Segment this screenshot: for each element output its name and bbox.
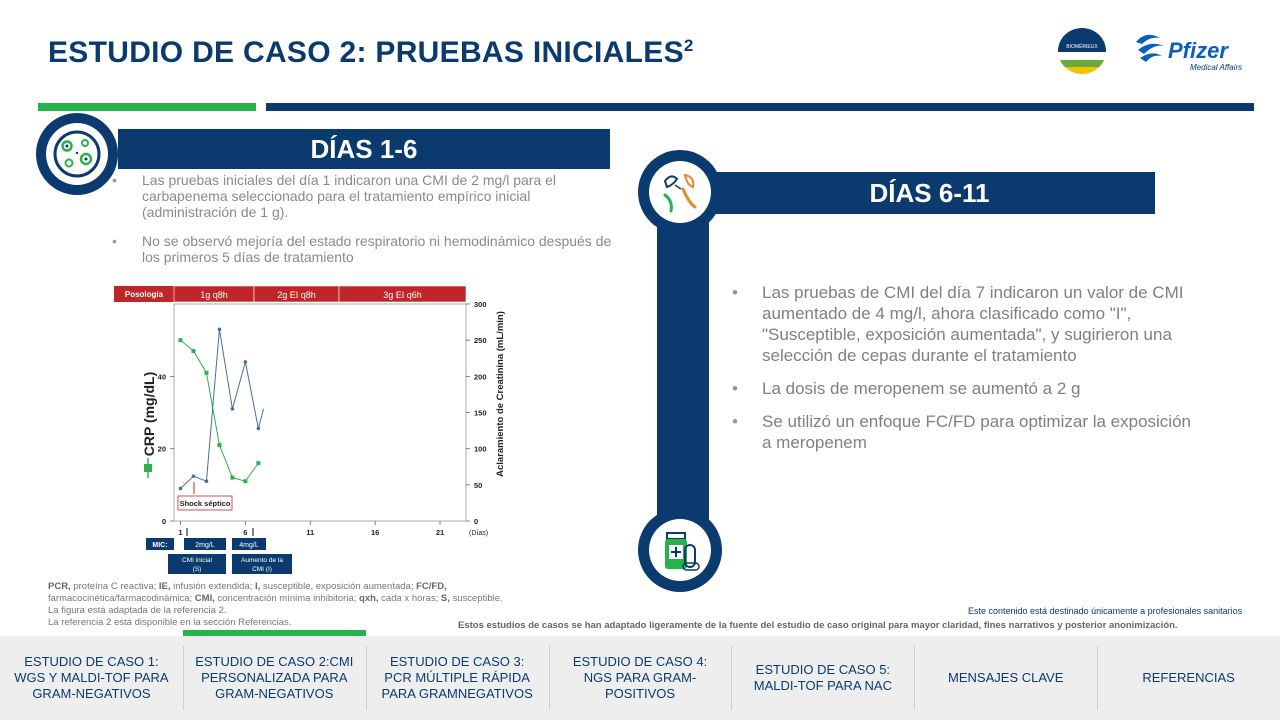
- dosing-segment: [338, 285, 467, 303]
- pfizer-logo: Pfizer Medical Affairs: [1132, 28, 1242, 74]
- x-unit-label: (Días): [469, 530, 488, 537]
- plot-area: [173, 303, 467, 522]
- creatinine-clearance-point: [256, 426, 261, 431]
- nav-case-study-2[interactable]: ESTUDIO DE CASO 2:CMI PERSONALIZADA PARA…: [182, 630, 366, 720]
- mic-value-2: 4mg/L: [239, 542, 259, 549]
- y-left-tick-label: 0: [162, 517, 166, 526]
- crp-point: [178, 338, 183, 343]
- y-right-tick-label: 250: [474, 336, 487, 345]
- posology-label: Posología: [125, 290, 164, 299]
- petri-dish-icon: [46, 123, 108, 185]
- dosing-label: 2g EI q8h: [277, 290, 316, 300]
- bacteria-icon: [649, 161, 711, 223]
- septic-shock-box: [177, 495, 233, 511]
- y-right-tick-label: 200: [474, 372, 487, 381]
- mic-note-1: CMI inicial (S): [182, 557, 213, 573]
- medication-icon-circle: [638, 508, 722, 592]
- mic-value-box-2: [232, 538, 266, 550]
- bullet-item: Las pruebas iniciales del día 1 indicaro…: [112, 172, 612, 220]
- biomerieux-logo: BIOMÉRIEUX: [1058, 28, 1106, 74]
- accent-bar-green: [38, 103, 256, 111]
- posology-label-box: [114, 286, 174, 302]
- svg-text:Medical Affairs: Medical Affairs: [1190, 63, 1242, 72]
- nav-case-study-4[interactable]: ESTUDIO DE CASO 4: NGS PARA GRAM-POSITIV…: [548, 636, 732, 720]
- bullet-item: La dosis de meropenem se aumentó a 2 g: [732, 378, 1202, 399]
- days-1-6-header: DÍAS 1-6: [118, 129, 610, 169]
- creatinine-clearance-line: [180, 329, 265, 489]
- accent-bar-navy: [266, 103, 1254, 111]
- y-right-tick-label: 100: [474, 445, 487, 454]
- y-right-tick-label: 300: [474, 300, 487, 309]
- y-right-tick-label: 50: [474, 481, 482, 490]
- crp-point: [256, 461, 261, 466]
- timeline-connector: [657, 190, 709, 540]
- page-title: ESTUDIO DE CASO 2: PRUEBAS INICIALES2: [48, 36, 694, 69]
- x-tick-label: 6: [243, 528, 247, 537]
- footnotes: PCR, proteína C reactiva; IE, infusión e…: [48, 581, 588, 629]
- nav-references[interactable]: REFERENCIAS: [1097, 636, 1280, 720]
- reference-note: La referencia 2 está disponible en la se…: [48, 617, 292, 628]
- x-tick-label: 11: [306, 528, 314, 537]
- x-tick-label: 21: [436, 528, 444, 537]
- case-adaptation-disclaimer: Estos estudios de casos se han adaptado …: [458, 620, 1178, 631]
- crp-point: [243, 479, 248, 484]
- bullet-item: Se utilizó un enfoque FC/FD para optimiz…: [732, 411, 1202, 453]
- bullet-item: Las pruebas de CMI del día 7 indicaron u…: [732, 282, 1202, 366]
- mic-note-box-1: [168, 554, 226, 574]
- case-study-nav: ESTUDIO DE CASO 1: WGS Y MALDI-TOF PARA …: [0, 630, 1280, 720]
- nav-key-messages[interactable]: MENSAJES CLAVE: [914, 636, 1097, 720]
- mic-note-2: Aumento de la CMI (I): [241, 557, 283, 573]
- nav-case-study-3[interactable]: ESTUDIO DE CASO 3: PCR MÚLTIPLE RÁPIDA P…: [365, 636, 549, 720]
- crp-point: [204, 370, 209, 375]
- y-left-tick-label: 20: [158, 445, 166, 454]
- y-left-label: CRP (mg/dL): [141, 372, 157, 457]
- nav-case-study-5[interactable]: ESTUDIO DE CASO 5: MALDI-TOF PARA NAC: [731, 636, 914, 720]
- septic-shock-label: Shock séptico: [180, 499, 231, 508]
- dosing-label: 1g q8h: [200, 290, 228, 300]
- creatinine-clearance-point: [243, 360, 248, 364]
- crp-clearance-chart: Posología 1g q8h 2g EI q8h 3g EI q6h 0 20 40…: [114, 285, 506, 574]
- abbreviations: PCR, proteína C reactiva; IE, infusión e…: [48, 581, 503, 604]
- hcp-disclaimer: Este contenido está destinado únicamente…: [968, 606, 1243, 616]
- days-1-6-bullets: Las pruebas iniciales del día 1 indicaro…: [112, 172, 612, 278]
- crp-point: [230, 475, 235, 480]
- dosing-label: 3g EI q6h: [383, 290, 422, 300]
- x-tick-label: 1: [178, 528, 182, 537]
- bullet-item: No se observó mejoría del estado respira…: [112, 233, 612, 265]
- mic-label-box: [146, 538, 174, 550]
- y-right-tick-label: 0: [474, 517, 478, 526]
- bacteria-icon-circle: [638, 150, 722, 234]
- x-tick-label: 16: [371, 528, 379, 537]
- svg-text:BIOMÉRIEUX: BIOMÉRIEUX: [1066, 43, 1098, 50]
- svg-text:Pfizer: Pfizer: [1168, 38, 1229, 63]
- y-left-tick-label: 40: [158, 372, 166, 381]
- mic-label: MIC:: [152, 542, 167, 549]
- creatinine-clearance-point: [230, 407, 235, 411]
- mic-note-box-2: [232, 554, 292, 574]
- mic-value-1: 2mg/L: [195, 542, 215, 549]
- mic-value-box-1: [184, 538, 226, 550]
- petri-dish-icon-circle: [36, 113, 118, 195]
- days-6-11-header: DÍAS 6-11: [704, 172, 1155, 214]
- y-right-tick-label: 150: [474, 409, 487, 418]
- days-6-11-bullets: Las pruebas de CMI del día 7 indicaron u…: [732, 282, 1202, 465]
- medication-icon: [649, 519, 711, 581]
- creatinine-clearance-point: [191, 474, 196, 478]
- crp-point: [191, 349, 196, 354]
- creatinine-clearance-point: [204, 479, 209, 484]
- creatinine-clearance-point: [178, 486, 183, 491]
- y-right-label: Aclaramiento de Creatinina (mL/min): [495, 311, 506, 477]
- nav-case-study-1[interactable]: ESTUDIO DE CASO 1: WGS Y MALDI-TOF PARA …: [14, 654, 169, 701]
- creatinine-clearance-point: [217, 327, 222, 332]
- figure-adapted-note: La figura está adaptada de la referencia…: [48, 605, 227, 616]
- crp-point: [217, 443, 222, 448]
